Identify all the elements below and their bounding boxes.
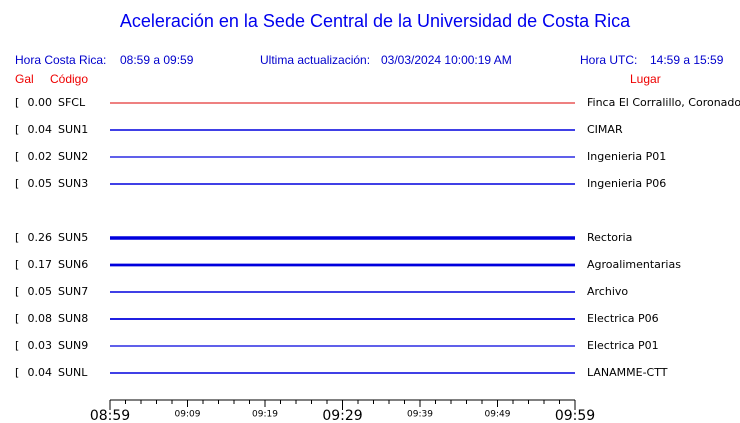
time-label: 09:49 <box>485 410 511 420</box>
station-code: SFCL <box>58 96 86 109</box>
station-code: SUN7 <box>58 285 88 298</box>
station-place: Finca El Corralillo, Coronado <box>587 96 740 109</box>
station-code: SUN8 <box>58 312 88 325</box>
station-place: CIMAR <box>587 123 623 136</box>
station-code: SUN6 <box>58 258 88 271</box>
time-label: 09:29 <box>322 408 362 423</box>
station-place: LANAMME-CTT <box>587 366 668 379</box>
update-label: Ultima actualización: <box>260 53 370 67</box>
station-code: SUN3 <box>58 177 88 190</box>
utc-range: 14:59 a 15:59 <box>650 53 724 67</box>
gal-value: 0.04 <box>28 123 53 136</box>
time-label: 09:39 <box>407 410 433 420</box>
bracket: [ <box>15 312 19 325</box>
gal-value: 0.26 <box>28 231 53 244</box>
bracket: [ <box>15 177 19 190</box>
title: Aceleración en la Sede Central de la Uni… <box>120 11 631 31</box>
gal-value: 0.02 <box>28 150 53 163</box>
bracket: [ <box>15 258 19 271</box>
station-place: Archivo <box>587 285 628 298</box>
gal-value: 0.08 <box>28 312 53 325</box>
station-place: Electrica P06 <box>587 312 659 325</box>
station-place: Rectoria <box>587 231 632 244</box>
gal-value: 0.03 <box>28 339 53 352</box>
time-label: 09:09 <box>175 410 201 420</box>
code-header: Código <box>50 72 88 86</box>
station-place: Ingenieria P01 <box>587 150 666 163</box>
gal-value: 0.17 <box>28 258 53 271</box>
station-place: Agroalimentarias <box>587 258 681 271</box>
local-range: 08:59 a 09:59 <box>120 53 194 67</box>
station-code: SUN9 <box>58 339 88 352</box>
bracket: [ <box>15 150 19 163</box>
bracket: [ <box>15 339 19 352</box>
bracket: [ <box>15 96 19 109</box>
station-code: SUN1 <box>58 123 88 136</box>
update-time: 03/03/2024 10:00:19 AM <box>381 53 512 67</box>
gal-value: 0.00 <box>28 96 53 109</box>
bracket: [ <box>15 123 19 136</box>
gal-value: 0.04 <box>28 366 53 379</box>
station-code: SUNL <box>58 366 88 379</box>
bracket: [ <box>15 285 19 298</box>
bracket: [ <box>15 231 19 244</box>
time-label: 08:59 <box>90 408 130 423</box>
station-place: Electrica P01 <box>587 339 659 352</box>
station-place: Ingenieria P06 <box>587 177 666 190</box>
station-code: SUN2 <box>58 150 88 163</box>
station-code: SUN5 <box>58 231 88 244</box>
gal-header: Gal <box>15 72 34 86</box>
time-label: 09:59 <box>555 408 595 423</box>
gal-value: 0.05 <box>28 177 53 190</box>
local-label: Hora Costa Rica: <box>15 53 106 67</box>
gal-value: 0.05 <box>28 285 53 298</box>
utc-label: Hora UTC: <box>580 53 637 67</box>
time-label: 09:19 <box>252 410 278 420</box>
bracket: [ <box>15 366 19 379</box>
place-header: Lugar <box>630 72 661 86</box>
